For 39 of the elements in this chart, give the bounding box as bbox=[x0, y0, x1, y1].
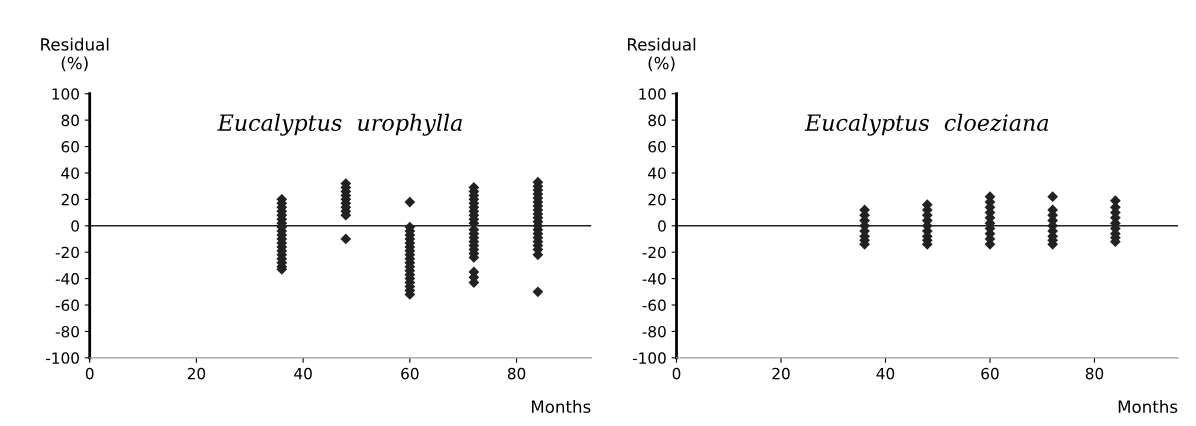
x-tick-label: 40 bbox=[876, 367, 895, 380]
y-tick-label: 100 bbox=[639, 88, 666, 100]
x-axis-title: Months bbox=[1118, 400, 1178, 413]
y-tick-label: 100 bbox=[52, 88, 79, 100]
y-tick-label: -40 bbox=[55, 273, 79, 285]
x-tick-label: 0 bbox=[85, 367, 94, 380]
x-tick-label: 40 bbox=[294, 367, 312, 380]
y-tick-label: 80 bbox=[61, 114, 79, 127]
y-tick-label: 0 bbox=[71, 220, 79, 232]
x-tick-label: 60 bbox=[401, 367, 419, 380]
y-tick-label: 40 bbox=[61, 167, 79, 179]
y-tick-label: -80 bbox=[55, 325, 79, 338]
y-tick-label: 20 bbox=[61, 193, 79, 206]
y-tick-label: 40 bbox=[648, 167, 666, 179]
y-tick-label: 0 bbox=[658, 220, 666, 232]
y-tick-label: -20 bbox=[642, 246, 666, 259]
x-tick-label: 20 bbox=[772, 367, 790, 380]
y-tick-label: -60 bbox=[55, 299, 79, 312]
x-tick-label: 20 bbox=[187, 367, 206, 380]
y-tick-label: -40 bbox=[642, 273, 666, 285]
x-tick-label: 80 bbox=[507, 367, 526, 380]
y-tick-label: -20 bbox=[55, 246, 79, 259]
y-tick-label: -60 bbox=[642, 299, 666, 312]
y-tick-label: 60 bbox=[61, 141, 79, 153]
y-axis-title: Residual (%) bbox=[627, 37, 696, 72]
y-tick-label: 80 bbox=[648, 114, 666, 127]
y-tick-label: -100 bbox=[632, 352, 666, 364]
x-tick-label: 60 bbox=[981, 367, 999, 380]
y-tick-label: 60 bbox=[648, 141, 666, 153]
x-tick-label: 0 bbox=[672, 367, 681, 380]
x-tick-label: 80 bbox=[1085, 367, 1104, 380]
x-axis-title: Months bbox=[531, 400, 591, 413]
y-tick-label: -80 bbox=[642, 325, 666, 338]
y-tick-label: -100 bbox=[46, 352, 79, 364]
text: Eucalyptus urophylla bbox=[217, 113, 462, 136]
y-tick-label: 20 bbox=[648, 193, 666, 206]
text: Eucalyptus cloeziana bbox=[804, 113, 1049, 136]
y-axis-title: Residual (%) bbox=[41, 37, 109, 72]
point bbox=[1047, 191, 1059, 203]
